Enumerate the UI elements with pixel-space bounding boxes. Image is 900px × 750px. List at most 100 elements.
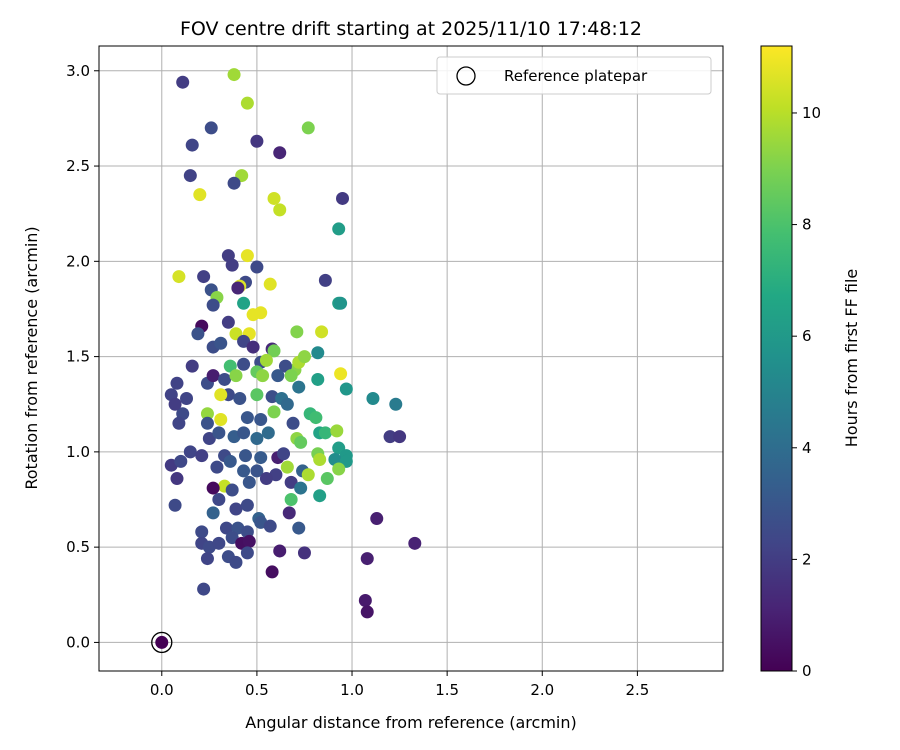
data-point: [195, 449, 209, 463]
data-point: [336, 191, 350, 205]
data-point: [292, 521, 306, 535]
data-point: [330, 424, 344, 438]
data-point: [172, 416, 186, 430]
data-point: [214, 388, 228, 402]
data-point: [227, 176, 241, 190]
data-point: [237, 296, 251, 310]
data-point: [263, 277, 277, 291]
data-point: [225, 531, 239, 545]
colorbar-tick-label: 4: [802, 439, 812, 457]
legend: Reference platepar: [436, 56, 712, 95]
data-point: [311, 372, 325, 386]
data-point: [206, 481, 220, 495]
plot-frame: [98, 45, 724, 672]
data-point: [250, 464, 264, 478]
data-point: [284, 475, 298, 489]
data-point: [200, 416, 214, 430]
data-point: [265, 565, 279, 579]
y-tick-label: 0.5: [66, 538, 90, 556]
data-point: [237, 426, 251, 440]
data-point: [229, 369, 243, 383]
data-point: [280, 460, 294, 474]
data-point: [284, 493, 298, 507]
data-point: [229, 502, 243, 516]
colorbar-gradient: [760, 45, 793, 672]
data-point: [223, 454, 237, 468]
chart-title: FOV centre drift starting at 2025/11/10 …: [180, 18, 642, 40]
colorbar: 0 2 4 6 8 10 Hours from first FF file: [760, 45, 861, 680]
data-point: [176, 75, 190, 89]
reference-point: [155, 635, 169, 649]
data-point: [242, 534, 256, 548]
data-point: [233, 392, 247, 406]
data-point: [320, 472, 334, 486]
reference-marker-group: [151, 631, 173, 654]
data-point: [195, 525, 209, 539]
y-tick-label: 1.5: [66, 348, 90, 366]
data-point: [200, 407, 214, 421]
y-tick-label: 2.0: [66, 252, 90, 270]
data-point: [370, 512, 384, 526]
data-point: [267, 405, 281, 419]
data-point: [254, 412, 268, 426]
data-point: [170, 376, 184, 390]
data-point: [286, 416, 300, 430]
data-point: [256, 369, 270, 383]
data-point: [200, 552, 214, 566]
data-point: [263, 519, 277, 533]
data-point: [240, 411, 254, 425]
data-point: [229, 555, 243, 569]
colorbar-label: Hours from first FF file: [842, 269, 861, 448]
data-point: [240, 498, 254, 512]
data-point: [254, 451, 268, 465]
data-point: [225, 483, 239, 497]
data-point: [301, 468, 315, 482]
data-point: [290, 325, 304, 339]
legend-label: Reference platepar: [504, 67, 648, 85]
data-point: [259, 353, 273, 367]
data-point: [339, 382, 353, 396]
data-point: [389, 397, 403, 411]
reference-marker: [151, 631, 173, 654]
data-point: [212, 536, 226, 550]
data-point: [210, 460, 224, 474]
data-point: [174, 454, 188, 468]
data-point: [202, 432, 216, 446]
data-point: [250, 432, 264, 446]
data-point: [273, 544, 287, 558]
x-ticks: 0.0 0.5 1.0 1.5 2.0 2.5: [150, 671, 649, 699]
data-point: [292, 380, 306, 394]
data-point: [334, 367, 348, 381]
data-point: [172, 270, 186, 284]
data-point: [240, 249, 254, 263]
data-point: [250, 134, 264, 148]
colorbar-tick-label: 8: [802, 216, 812, 234]
x-axis-label: Angular distance from reference (arcmin): [245, 713, 576, 732]
x-tick-label: 1.0: [340, 681, 364, 699]
colorbar-tick-label: 0: [802, 662, 812, 680]
data-point: [168, 498, 182, 512]
data-point: [250, 388, 264, 402]
data-point: [212, 426, 226, 440]
data-point: [282, 506, 296, 520]
x-tick-label: 1.5: [435, 681, 459, 699]
colorbar-ticks: 0 2 4 6 8 10: [792, 104, 821, 680]
data-point: [240, 546, 254, 560]
data-point: [237, 334, 251, 348]
data-point: [242, 475, 256, 489]
data-point: [183, 169, 197, 183]
data-point: [318, 273, 332, 287]
data-point: [214, 336, 228, 350]
data-point: [297, 350, 311, 364]
y-ticks: 0.0 0.5 1.0 1.5 2.0 2.5 3.0: [66, 62, 99, 651]
y-tick-label: 3.0: [66, 62, 90, 80]
data-point: [360, 552, 374, 566]
legend-reference-icon: [456, 66, 476, 86]
data-point: [206, 298, 220, 312]
x-tick-label: 0.5: [245, 681, 269, 699]
data-point: [225, 258, 239, 272]
data-point: [212, 493, 226, 507]
data-point: [261, 426, 275, 440]
data-point: [297, 546, 311, 560]
